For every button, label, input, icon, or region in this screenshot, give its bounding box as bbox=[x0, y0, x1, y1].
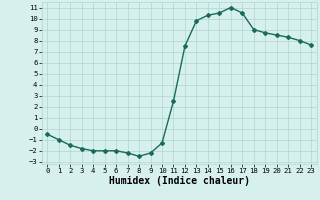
X-axis label: Humidex (Indice chaleur): Humidex (Indice chaleur) bbox=[109, 176, 250, 186]
